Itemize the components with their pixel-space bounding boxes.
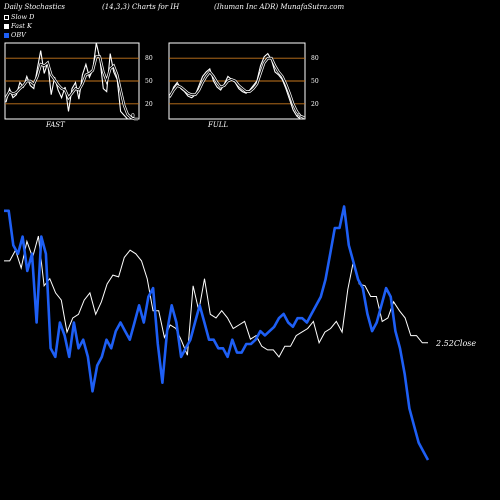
full-panel-label: FULL [208, 121, 229, 129]
fast-panel-label: FAST [46, 121, 65, 129]
fast-tick-80: 80 [145, 55, 153, 62]
legend-fast-k: Fast K [4, 22, 32, 30]
full-line-full-d [169, 57, 305, 119]
fast-zero-label: 0 [131, 113, 135, 120]
full-tick-80: 80 [311, 55, 319, 62]
fast-line-fast-k [5, 42, 138, 120]
chart-params: (14,3,3) Charts for IH [102, 3, 180, 11]
full-line-full-k [169, 52, 304, 120]
fast-tick-20: 20 [145, 101, 153, 108]
price-obv-chart: 2.52Close [4, 205, 476, 461]
legend-swatch-slow-d [4, 14, 9, 20]
legend-label-fast-k: Fast K [11, 22, 32, 30]
legend-obv: OBV [4, 31, 26, 39]
fast-tick-50: 50 [145, 78, 153, 85]
legend-swatch-obv [4, 32, 9, 38]
legend-slow-d: Slow D [4, 13, 34, 21]
obv-line [4, 205, 430, 461]
full-tick-20: 20 [311, 101, 319, 108]
fast-stochastic-panel: 20 50 80 0 [4, 42, 153, 121]
close-price-label: 2.52Close [435, 339, 476, 348]
chart-title: Daily Stochastics [4, 3, 66, 11]
legend-swatch-fast-k [4, 23, 9, 29]
legend-label-slow-d: Slow D [11, 13, 35, 21]
full-stochastic-panel: 20 50 80 0 [168, 42, 319, 120]
full-tick-50: 50 [311, 78, 319, 85]
chart-company: (Ihuman Inc ADR) MunafaSutra.com [214, 3, 345, 11]
fast-line-slow-d [5, 56, 138, 120]
full-line-full-d-outline [168, 56, 305, 119]
legend-label-obv: OBV [11, 31, 26, 39]
full-zero-label: 0 [297, 113, 301, 120]
